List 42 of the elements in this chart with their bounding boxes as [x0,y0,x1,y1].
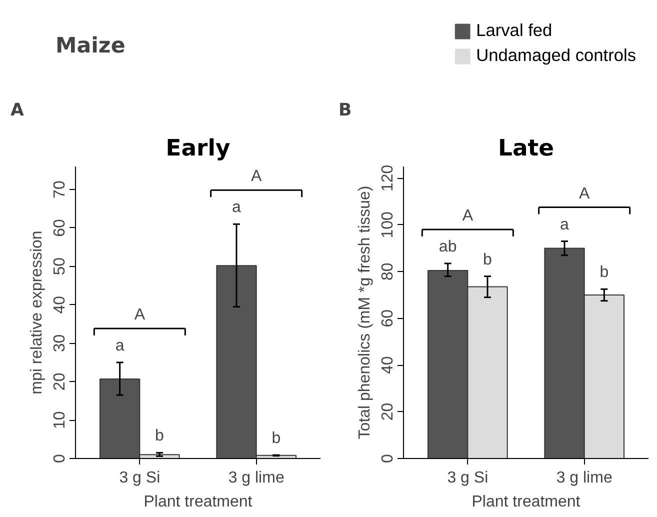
annotation: ab [438,238,457,256]
x-tick-label: 3 g Si [119,470,160,486]
annotation: a [560,216,570,234]
annotation: A [134,306,146,324]
y-tick-label: 40 [52,296,68,314]
text: B [338,100,352,120]
annotation: b [272,430,281,448]
legend-label: Larval fed [476,20,552,41]
chart-title: Late [498,136,554,162]
y-tick-label: 80 [380,262,396,281]
annotation: a [115,337,124,354]
text: Maize [56,34,126,58]
annotation: A [462,207,474,224]
y-tick-label: 20 [380,402,396,421]
y-tick-label: 20 [52,372,68,391]
y-tick-label: 30 [52,334,68,352]
y-tick-label: 0 [380,454,396,463]
text: A [10,100,24,120]
annotation: b [483,251,492,268]
y-tick-label: 70 [52,180,68,198]
x-tick-label: 3 g Si [447,470,488,486]
x-tick-label: 3 g lime [228,470,284,486]
annotation: A [578,185,590,202]
chart-title: Early [166,136,230,162]
y-tick-label: 100 [380,211,396,238]
y-axis-title: Total phenolics (mM *g fresh tissue) [356,186,374,440]
x-axis-title: Plant treatment [144,494,253,510]
x-tick-label: 3 g lime [556,470,612,486]
annotation: a [232,199,242,216]
y-tick-label: 60 [380,309,396,328]
y-tick-label: 0 [52,454,68,463]
legend-label: Undamaged controls [476,45,636,66]
y-tick-label: 10 [52,411,68,429]
annotation: A [250,168,262,186]
y-tick-label: 60 [52,218,68,237]
y-tick-label: 50 [52,257,68,276]
y-tick-label: 40 [380,356,396,374]
x-axis-title: Plant treatment [472,494,581,510]
y-axis-title: mpi relative expression [28,230,46,394]
annotation: b [155,428,164,445]
annotation: b [600,264,609,282]
y-tick-label: 120 [380,164,396,192]
